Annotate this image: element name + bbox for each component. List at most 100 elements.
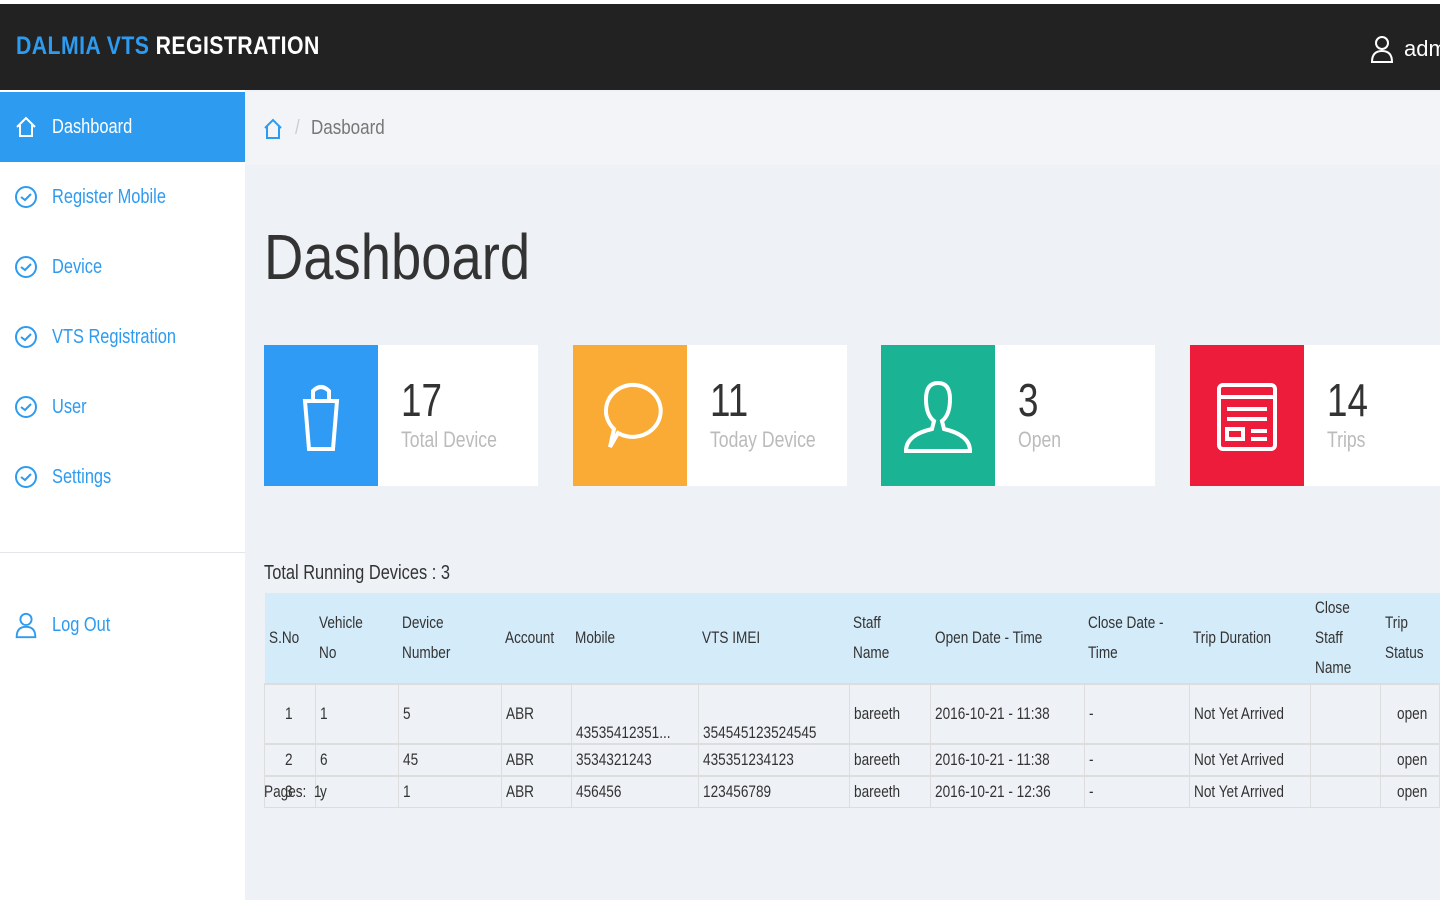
stat-card[interactable]: 3 Open (881, 345, 1155, 486)
table-cell: 354545123524545 (697, 683, 850, 745)
table-cell: 3534321243 (570, 743, 699, 777)
cell-text: 2 (285, 750, 293, 769)
table-cell (1310, 743, 1382, 777)
table-cell (1310, 775, 1382, 808)
nav-item[interactable]: VTS Registration (0, 302, 245, 372)
cell-text: - (1088, 750, 1094, 769)
table-row: 1 1 5 ABR 43535412351... 354545123524545 baree… (264, 683, 1440, 745)
nav-icon (15, 396, 37, 418)
divider (0, 552, 245, 553)
table-title: Total Running Devices : 3 (264, 562, 450, 584)
page-title: Dashboard (264, 221, 531, 293)
table-cell: 3 (264, 775, 316, 808)
header-text: Account (505, 628, 555, 647)
page-link[interactable]: 1 (313, 782, 322, 801)
cell-text: ABR (505, 704, 534, 723)
header-row: S.No Vehicle No Device Number Account Mobile… (264, 593, 1440, 684)
cell-text: Not Yet Arrived (1193, 782, 1284, 801)
nav-icon (15, 186, 37, 208)
card-label: Open (1018, 427, 1062, 452)
nav-item[interactable]: Register Mobile (0, 162, 245, 232)
nav-icon (16, 116, 36, 137)
cell-text: bareeth (853, 782, 900, 801)
cell-text: 1 (319, 704, 328, 723)
table-cell: ABR (500, 743, 572, 777)
cell-text: 123456789 (702, 782, 771, 801)
logout[interactable]: Log Out (0, 590, 245, 660)
table-cell: 1 (314, 683, 399, 745)
table-cell: Not Yet Arrived (1188, 775, 1312, 808)
breadcrumb: / Dasboard (245, 92, 1440, 165)
cell-text: 45 (402, 750, 418, 769)
cell-text: 2016-10-21 - 12:36 (935, 782, 1051, 801)
table-cell: 456456 (570, 775, 699, 808)
card-label: Trips (1327, 427, 1366, 452)
card-glyph (903, 380, 973, 453)
stat-card[interactable]: 17 Total Device (264, 345, 538, 486)
nav-item[interactable]: Settings (0, 442, 245, 512)
cell-text: 43535412351... (575, 723, 671, 742)
card-value: 14 (1327, 374, 1368, 426)
cell-text: ABR (505, 750, 534, 769)
card-glyph (1217, 382, 1277, 451)
card-label: Total Device (401, 427, 497, 452)
table-cell (1310, 683, 1382, 745)
header-text: Close Staff Name (1314, 598, 1352, 677)
header-text: Vehicle No (319, 613, 363, 662)
stat-card[interactable]: 11 Today Device (573, 345, 847, 486)
cell-text: bareeth (853, 704, 900, 723)
column-header: Account (501, 593, 572, 684)
table-cell: bareeth (848, 743, 932, 777)
table-cell: 1 (264, 683, 316, 745)
table-cell: ABR (500, 683, 572, 745)
brand[interactable]: DALMIA VTS REGISTRATION (16, 32, 320, 61)
column-header: Close Date - Time (1084, 593, 1190, 684)
table-row: 2 6 45 ABR 3534321243 435351234123 bareeth 2016… (264, 743, 1440, 777)
column-header: Trip Duration (1189, 593, 1311, 684)
cell-text: open (1397, 704, 1428, 723)
header-text: S.No (268, 628, 299, 647)
cell-text: ABR (505, 782, 534, 801)
cell-text: y (319, 782, 327, 801)
user-menu[interactable]: adm (1370, 34, 1440, 64)
nav-item[interactable]: Device (0, 232, 245, 302)
card-icon (881, 345, 995, 486)
table-cell: 2016-10-21 - 12:36 (930, 775, 1085, 808)
pages-label: Pages: (264, 782, 307, 801)
table-cell: open (1380, 743, 1440, 777)
table-cell: 5 (397, 683, 502, 745)
cell-text: 354545123524545 (702, 723, 817, 742)
column-header: Trip Status (1380, 593, 1440, 684)
table-cell: - (1083, 775, 1190, 808)
brand-primary: DALMIA VTS (16, 32, 150, 60)
cell-text: 435351234123 (702, 750, 794, 769)
cell-text: 6 (319, 750, 328, 769)
card-icon (573, 345, 687, 486)
card-icon (1190, 345, 1304, 486)
stat-card[interactable]: 14 Trips (1190, 345, 1440, 486)
table-cell: Not Yet Arrived (1188, 683, 1312, 745)
cell-text: open (1397, 750, 1428, 769)
column-header: Vehicle No (315, 593, 399, 684)
nav-label: Settings (52, 465, 112, 488)
header-text: Staff Name (853, 613, 890, 662)
card-glyph (603, 382, 663, 448)
cell-text: bareeth (853, 750, 900, 769)
header-text: VTS IMEI (702, 628, 761, 647)
brand-secondary: REGISTRATION (155, 32, 320, 60)
logout-label: Log Out (52, 613, 111, 636)
table-row: 3 y 1 ABR 456456 123456789 bareeth 2016-10-21 -… (264, 775, 1440, 808)
table-cell: bareeth (848, 775, 932, 808)
cell-text: - (1088, 704, 1094, 723)
nav-item[interactable]: User (0, 372, 245, 442)
cell-text: 1 (285, 704, 293, 723)
header-text: Device Number (402, 613, 451, 662)
card-icon (264, 345, 378, 486)
table-cell: 45 (397, 743, 502, 777)
nav-item[interactable]: Dashboard (0, 92, 245, 162)
home-icon[interactable] (263, 118, 283, 140)
cell-text: 2016-10-21 - 11:38 (935, 704, 1050, 723)
sidebar: Dashboard Register Mobile Device VTS Regist… (0, 90, 245, 900)
nav-icon (15, 466, 37, 488)
